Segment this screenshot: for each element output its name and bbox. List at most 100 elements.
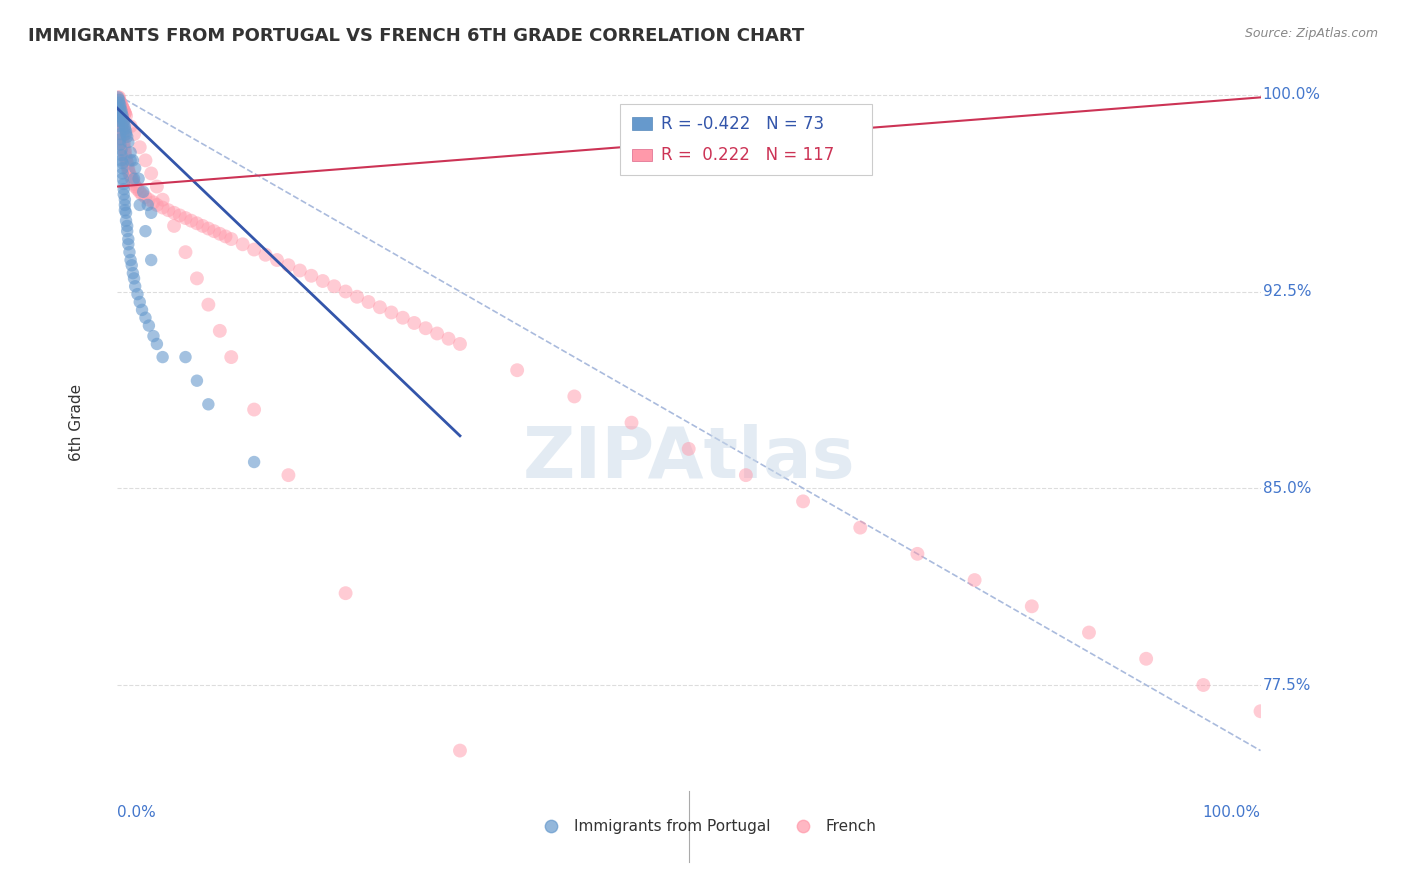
Point (112, 137, 135, 152)
Point (107, 93, 129, 107)
Point (122, 177, 145, 191)
Point (110, 106, 132, 120)
Point (277, 468, 299, 483)
Text: R =  0.222   N = 117: R = 0.222 N = 117 (661, 146, 835, 164)
Point (128, 185, 150, 199)
Point (1021, 599, 1043, 614)
Point (122, 271, 145, 285)
Point (254, 248, 277, 262)
Bar (631, 118, 652, 130)
Point (138, 193, 160, 207)
Point (110, 95, 132, 110)
Point (357, 295, 380, 310)
Point (120, 153, 142, 168)
Point (208, 227, 231, 241)
Point (214, 229, 236, 244)
Point (117, 232, 139, 246)
Point (120, 120, 142, 134)
Point (335, 285, 357, 299)
Point (110, 153, 132, 168)
Point (112, 177, 135, 191)
Point (112, 117, 135, 131)
Point (110, 117, 132, 131)
Text: R = -0.422   N = 73: R = -0.422 N = 73 (661, 115, 824, 133)
Point (108, 93, 131, 107)
Point (136, 198, 159, 212)
Point (124, 279, 146, 293)
Point (128, 295, 150, 310)
Text: French: French (825, 819, 877, 834)
Point (380, 305, 402, 319)
Point (111, 132, 134, 146)
Point (197, 221, 219, 235)
Point (115, 224, 138, 238)
Point (111, 161, 134, 176)
Point (111, 112, 134, 126)
Point (146, 179, 169, 194)
Text: 0.0%: 0.0% (117, 805, 156, 820)
Point (115, 153, 138, 168)
Text: 85.0%: 85.0% (1263, 481, 1312, 496)
Point (107, 90, 129, 104)
Point (134, 310, 156, 325)
Point (110, 103, 132, 118)
Point (115, 213, 138, 227)
Point (142, 329, 165, 343)
Point (197, 298, 219, 312)
Point (112, 187, 135, 202)
Point (107, 98, 129, 112)
Point (792, 494, 814, 508)
Point (111, 101, 134, 115)
Point (115, 129, 138, 144)
Point (108, 114, 131, 128)
Point (128, 198, 150, 212)
Point (110, 101, 132, 115)
Point (108, 90, 131, 104)
Point (134, 224, 156, 238)
Point (110, 132, 132, 146)
Point (110, 137, 132, 152)
Point (114, 198, 136, 212)
Point (115, 219, 138, 233)
Text: 6th Grade: 6th Grade (69, 384, 84, 461)
Point (115, 159, 138, 173)
Point (152, 201, 174, 215)
Point (114, 148, 136, 162)
Point (346, 290, 368, 304)
Point (110, 143, 132, 157)
Point (108, 103, 131, 118)
FancyBboxPatch shape (620, 104, 872, 175)
Point (186, 271, 208, 285)
Point (107, 109, 129, 123)
Point (110, 98, 132, 112)
Point (277, 258, 299, 272)
Text: Immigrants from Portugal: Immigrants from Portugal (574, 819, 770, 834)
Point (141, 166, 163, 180)
Point (146, 198, 169, 212)
Point (110, 148, 132, 162)
Text: ZIPAtlas: ZIPAtlas (523, 424, 855, 492)
Point (620, 416, 643, 430)
Point (426, 326, 449, 341)
Point (141, 206, 163, 220)
Point (110, 112, 132, 126)
Point (121, 171, 143, 186)
Point (128, 171, 150, 186)
Point (114, 193, 136, 207)
Point (108, 93, 131, 107)
Point (163, 206, 186, 220)
Point (232, 237, 254, 252)
Point (114, 145, 136, 160)
Point (219, 232, 242, 246)
Point (169, 209, 191, 223)
Point (415, 321, 437, 335)
Point (108, 120, 131, 134)
Point (131, 187, 153, 202)
Point (191, 219, 214, 233)
Point (1135, 652, 1157, 666)
Point (174, 245, 197, 260)
Point (117, 135, 139, 149)
Text: 77.5%: 77.5% (1263, 678, 1312, 692)
Point (108, 95, 131, 110)
Point (112, 140, 135, 154)
